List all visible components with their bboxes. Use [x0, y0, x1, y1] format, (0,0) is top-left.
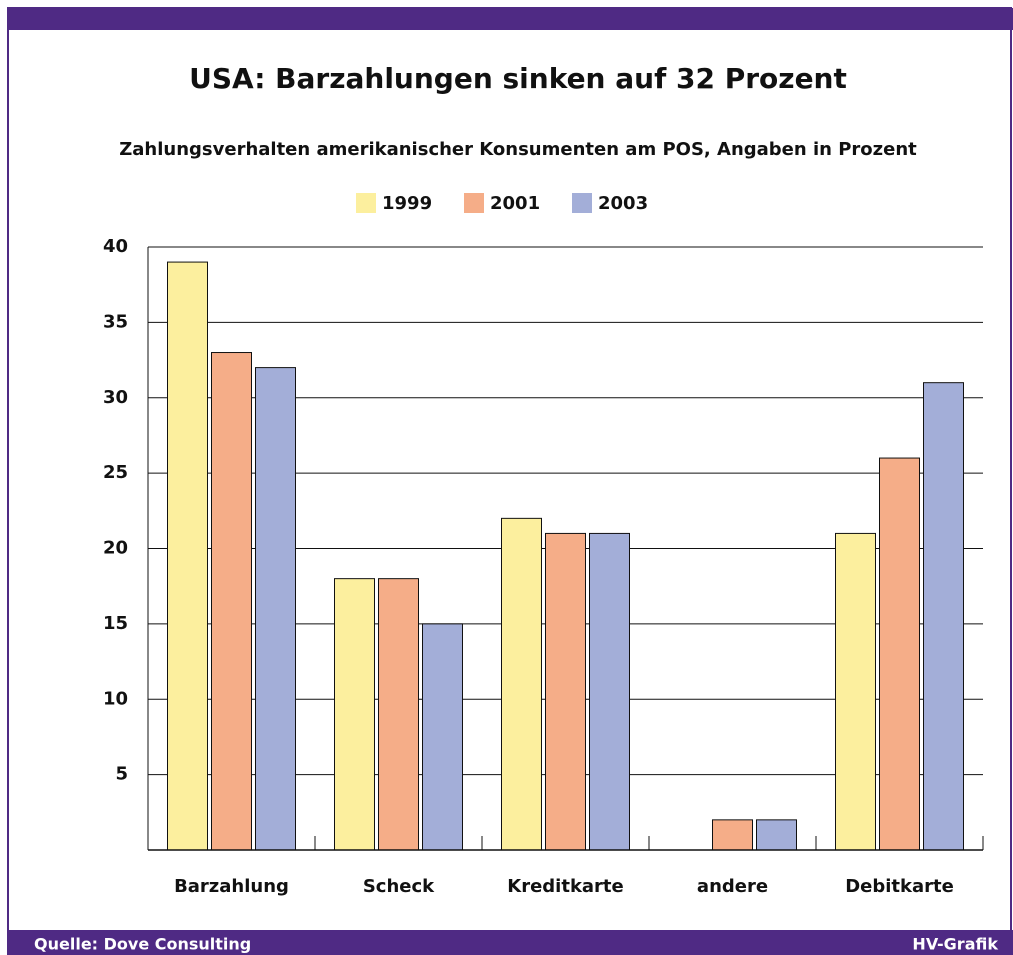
y-tick-label: 5: [115, 764, 128, 785]
chart-title: USA: Barzahlungen sinken auf 32 Prozent: [189, 62, 847, 95]
legend-swatch: [356, 193, 376, 213]
legend-swatch: [572, 193, 592, 213]
x-tick-label: Scheck: [363, 876, 435, 897]
legend-label: 2001: [490, 193, 540, 214]
y-tick-label: 25: [103, 462, 128, 483]
bar: [211, 352, 252, 851]
top-band: [8, 8, 1013, 30]
bar: [589, 532, 630, 851]
bar: [835, 532, 876, 851]
bar: [545, 532, 586, 851]
bar: [756, 819, 797, 851]
x-tick-label: Barzahlung: [174, 876, 289, 897]
source: Quelle: Dove Consulting: [34, 935, 251, 954]
y-tick-label: 30: [103, 387, 128, 408]
legend-label: 2003: [598, 193, 648, 214]
chart-subtitle: Zahlungsverhalten amerikanischer Konsume…: [119, 139, 917, 160]
footer-band: [8, 930, 1013, 955]
bar: [501, 517, 542, 851]
bar: [879, 457, 920, 851]
bar: [255, 367, 296, 851]
credit: HV-Grafik: [912, 935, 998, 954]
legend-swatch: [464, 193, 484, 213]
y-tick-label: 20: [103, 538, 128, 559]
y-tick-label: 35: [103, 311, 128, 332]
y-tick-label: 40: [103, 236, 128, 257]
x-tick-label: Kreditkarte: [507, 876, 624, 897]
x-tick-label: Debitkarte: [845, 876, 954, 897]
bar: [923, 382, 964, 851]
bar: [334, 578, 375, 851]
bar: [167, 261, 208, 851]
legend-label: 1999: [382, 193, 432, 214]
x-tick-label: andere: [697, 876, 768, 897]
bar: [712, 819, 753, 851]
y-tick-label: 10: [103, 688, 128, 709]
bar: [378, 578, 419, 851]
y-tick-label: 15: [103, 613, 128, 634]
bar: [422, 623, 463, 851]
